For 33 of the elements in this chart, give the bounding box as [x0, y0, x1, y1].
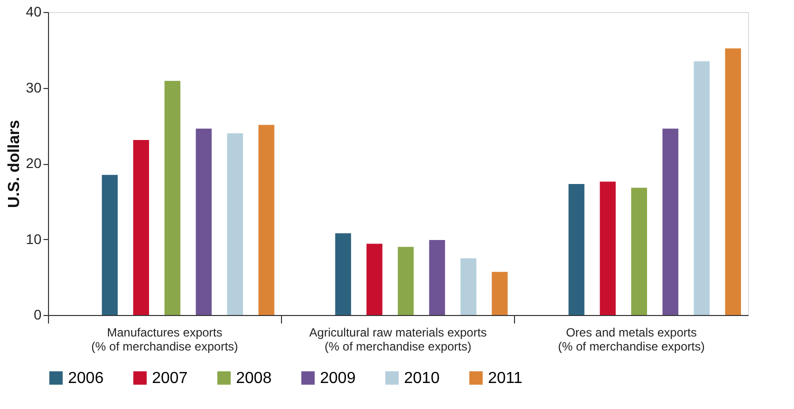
legend-label: 2006 [68, 370, 104, 387]
bar [133, 140, 150, 315]
y-axis-title: U.S. dollars [6, 120, 23, 208]
legend-label: 2010 [404, 370, 440, 387]
bar [366, 244, 382, 315]
bar [429, 240, 446, 315]
bar [492, 272, 508, 315]
bar [398, 246, 414, 315]
bar [335, 233, 352, 315]
bar [460, 258, 476, 315]
x-tick-label: Agricultural raw materials exports (% of merchandise exports) [309, 326, 487, 354]
legend-label: 2011 [488, 370, 523, 387]
legend-label: 2007 [152, 370, 188, 387]
bar [227, 133, 244, 315]
y-tick-label: 20 [26, 155, 42, 171]
y-tick-label: 10 [26, 230, 42, 247]
y-tick-label: 0 [34, 306, 42, 322]
bar [102, 174, 118, 315]
bar [196, 128, 212, 315]
bar [568, 184, 584, 315]
bar [725, 48, 741, 315]
legend-label: 2009 [320, 370, 356, 387]
legend-label: 2008 [236, 370, 272, 387]
bar [164, 80, 180, 315]
x-tick-label: Ores and metals exports (% of merchandise exports) [558, 326, 705, 354]
bar [631, 188, 648, 315]
bar [600, 182, 616, 315]
bar [694, 61, 710, 315]
y-tick-label: 30 [26, 79, 42, 96]
bar [258, 124, 274, 315]
bar [662, 128, 678, 315]
x-tick-label: Manufactures exports (% of merchandise exports) [91, 326, 238, 354]
y-tick-label: 40 [26, 4, 42, 20]
